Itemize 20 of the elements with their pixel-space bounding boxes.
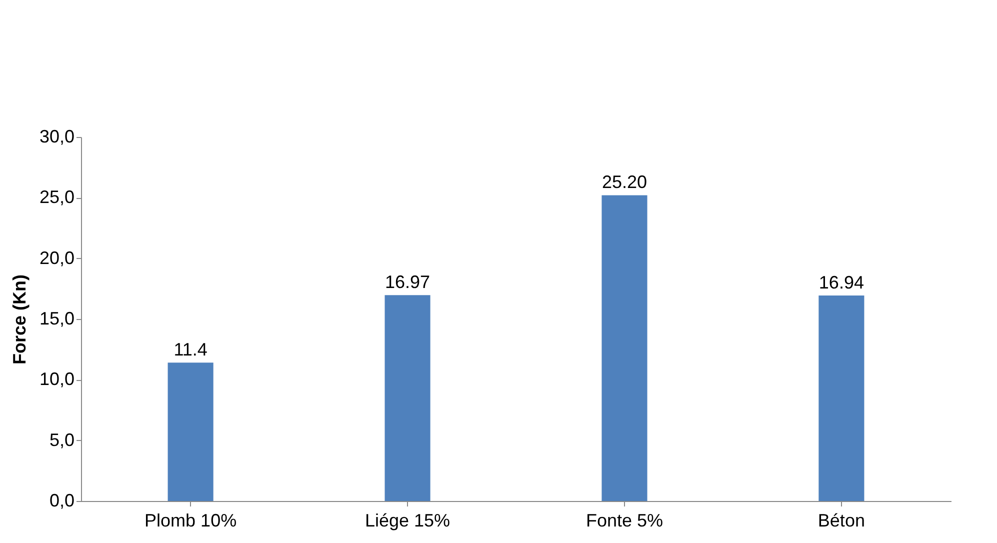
x-tick-label: Fonte 5% xyxy=(586,510,663,530)
data-label: 16.97 xyxy=(385,272,430,292)
y-tick-label: 20,0 xyxy=(39,248,74,268)
y-tick-label: 25,0 xyxy=(39,187,74,208)
data-label: 11.4 xyxy=(174,340,208,360)
y-tick-label: 0,0 xyxy=(49,490,74,510)
bar xyxy=(818,295,864,501)
x-tick-label: Plomb 10% xyxy=(144,510,237,530)
y-tick-label: 15,0 xyxy=(39,308,74,328)
data-label: 16.94 xyxy=(818,272,864,292)
bar xyxy=(168,362,214,501)
y-tick-label: 5,0 xyxy=(49,430,74,450)
y-axis-title: Force (Kn) xyxy=(9,274,30,364)
x-tick-label: Béton xyxy=(818,510,865,530)
y-tick-label: 10,0 xyxy=(39,369,74,390)
x-tick-label: Liége 15% xyxy=(364,510,450,530)
data-label: 25.20 xyxy=(602,172,647,192)
bar xyxy=(602,195,648,501)
y-tick-label: 30,0 xyxy=(39,126,74,146)
bar xyxy=(384,295,430,501)
